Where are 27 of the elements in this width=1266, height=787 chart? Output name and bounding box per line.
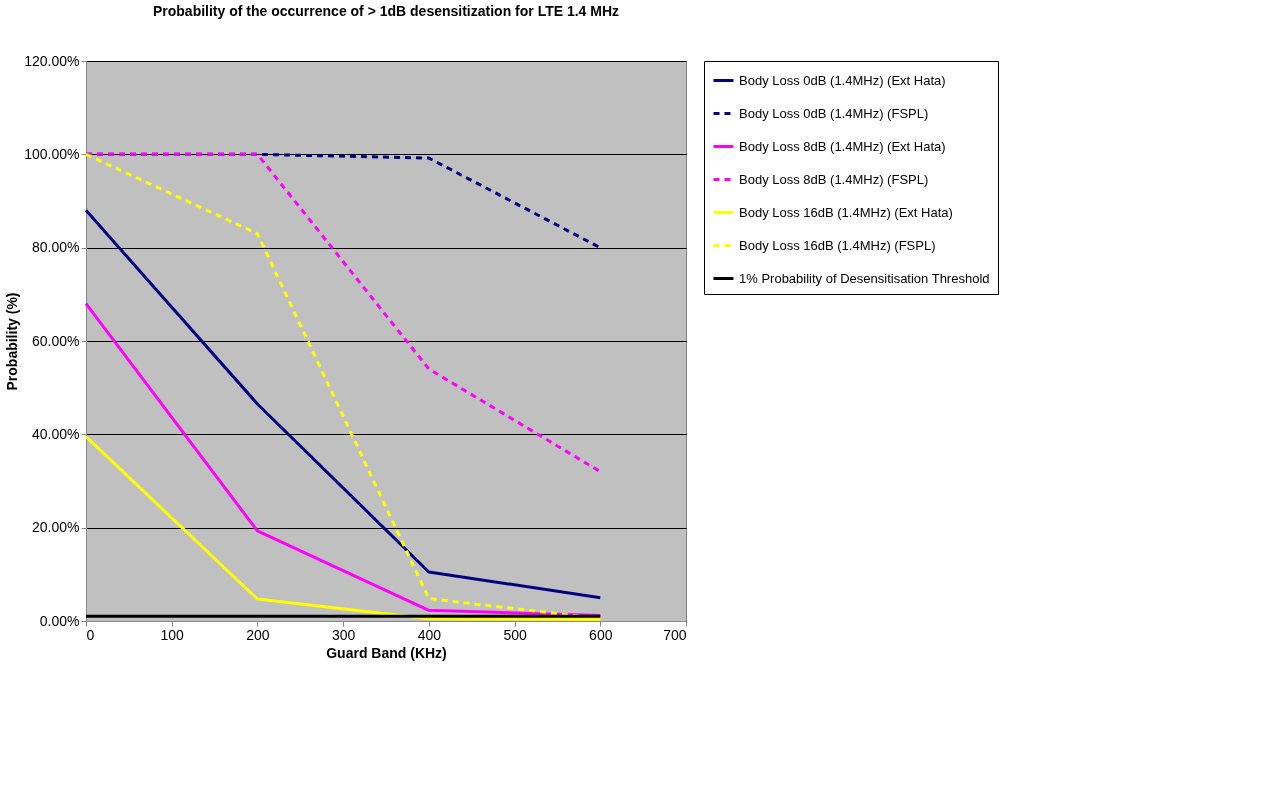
legend-label: 1% Probability of Desensitisation Threshold [739,270,990,286]
x-tick-label: 200 [246,626,270,643]
line-series [84,302,602,617]
y-tick-label: 120.00% [24,52,80,69]
x-tick-label: 500 [503,626,527,643]
chart-title: Probability of the occurrence of > 1dB desensitization for LTE 1.4 MHz [152,3,620,19]
x-axis-title: Guard Band (KHz) [326,644,447,661]
legend-label: Body Loss 8dB (1.4MHz) (FSPL) [739,171,929,187]
y-axis-title: Probability (%) [4,292,21,391]
y-tick-label: 80.00% [32,239,80,256]
legend-label: Body Loss 8dB (1.4MHz) (Ext Hata) [739,138,946,154]
x-tick-label: 600 [589,626,613,643]
y-tick-label: 20.00% [32,519,80,536]
legend-label: Body Loss 16dB (1.4MHz) (FSPL) [739,237,936,253]
y-tick-label: 40.00% [32,425,80,442]
line-series [84,208,602,600]
y-tick-label: 100.00% [24,145,80,162]
x-tick-label: 700 [663,626,687,643]
legend-label: Body Loss 0dB (1.4MHz) (Ext Hata) [739,72,946,88]
legend-label: Body Loss 0dB (1.4MHz) (FSPL) [739,105,929,121]
x-tick-label: 300 [331,626,356,643]
x-tick-label: 100 [160,626,185,643]
x-tick-label: 400 [417,626,442,643]
legend-label: Body Loss 16dB (1.4MHz) (Ext Hata) [739,204,953,220]
x-tick-label: 0 [86,626,95,643]
y-tick-label: 0.00% [39,612,80,629]
y-tick-label: 60.00% [32,332,80,349]
